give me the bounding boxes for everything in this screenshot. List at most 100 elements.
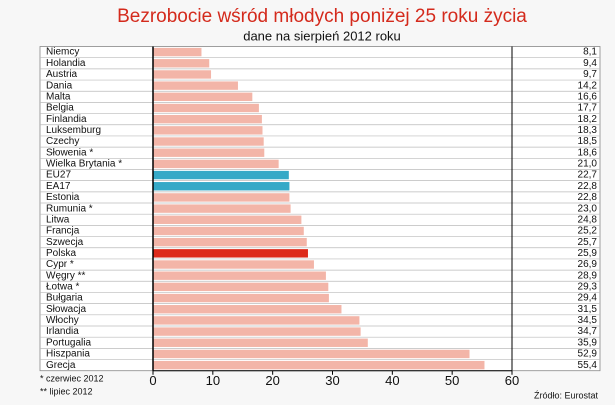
category-label: Słowenia *: [46, 147, 93, 158]
category-label: Dania: [46, 80, 73, 91]
value-label: 16,6: [578, 91, 598, 102]
bar: [153, 159, 279, 169]
value-label: 52,9: [578, 349, 598, 360]
category-label: Szwecja: [46, 237, 84, 248]
value-label: 26,9: [578, 259, 598, 270]
category-label: EA17: [46, 181, 71, 192]
bar: [153, 282, 329, 292]
value-label: 22,8: [578, 192, 598, 203]
value-label: 29,3: [578, 282, 598, 293]
category-label: Irlandia: [46, 326, 79, 337]
category-label: Łotwa *: [46, 282, 79, 293]
value-label: 18,6: [578, 147, 598, 158]
value-label: 31,5: [578, 304, 598, 315]
category-label: Cypr *: [46, 259, 74, 270]
value-label: 9,4: [583, 58, 597, 69]
x-tick-label: 20: [265, 373, 279, 388]
value-label: 35,9: [578, 337, 598, 348]
value-label: 18,2: [578, 114, 598, 125]
chart-subtitle: dane na sierpień 2012 roku: [243, 28, 401, 43]
category-label: Słowacja: [46, 304, 86, 315]
category-label: Malta: [46, 91, 71, 102]
bar: [153, 193, 290, 202]
bar: [153, 305, 342, 314]
x-tick-label: 10: [206, 373, 220, 388]
value-label: 18,5: [578, 136, 598, 147]
category-label: Finlandia: [46, 114, 87, 125]
category-label: Niemcy: [46, 47, 79, 58]
bar: [153, 103, 259, 113]
value-label: 18,3: [578, 125, 598, 136]
bar: [153, 47, 202, 57]
footnote: ** lipiec 2012: [40, 386, 93, 396]
x-tick-label: 60: [505, 373, 519, 388]
category-label: Włochy: [46, 315, 79, 326]
category-label: Litwa: [46, 214, 70, 225]
value-label: 22,8: [578, 181, 598, 192]
value-label: 29,4: [578, 293, 598, 304]
bar: [153, 170, 289, 180]
category-label: Luksemburg: [46, 125, 101, 136]
value-label: 8,1: [583, 47, 597, 58]
category-label: Polska: [46, 248, 76, 259]
category-label: Austria: [46, 69, 78, 80]
value-label: 17,7: [578, 103, 598, 114]
bar: [153, 137, 264, 146]
bar: [153, 70, 212, 79]
footnote: * czerwiec 2012: [40, 373, 104, 383]
category-label: EU27: [46, 170, 71, 181]
value-label: 25,2: [578, 226, 598, 237]
bar: [153, 148, 265, 157]
value-label: 28,9: [578, 270, 598, 281]
category-label: Holandia: [46, 58, 86, 69]
bar: [153, 226, 304, 236]
bar: [153, 316, 360, 325]
value-label: 23,0: [578, 203, 598, 214]
bar: [153, 271, 326, 280]
category-label: Wielka Brytania *: [46, 159, 122, 170]
category-label: Estonia: [46, 192, 80, 203]
category-label: Belgia: [46, 103, 74, 114]
bar: [153, 204, 291, 213]
x-tick-label: 0: [149, 373, 156, 388]
bar: [153, 215, 302, 224]
bar: [153, 182, 290, 191]
value-label: 21,0: [578, 159, 598, 170]
value-label: 34,5: [578, 315, 598, 326]
bar: [153, 237, 307, 247]
chart-title: Bezrobocie wśród młodych poniżej 25 roku…: [117, 6, 527, 27]
value-label: 34,7: [578, 326, 598, 337]
category-label: Portugalia: [46, 337, 91, 348]
bar: [153, 293, 329, 303]
bar: [153, 327, 361, 336]
value-label: 55,4: [578, 360, 598, 371]
bar: [153, 92, 253, 102]
value-label: 25,9: [578, 248, 598, 259]
bar: [153, 360, 485, 370]
bar: [153, 59, 210, 68]
category-label: Rumunia *: [46, 203, 93, 214]
value-label: 14,2: [578, 80, 598, 91]
category-label: Grecja: [46, 360, 76, 371]
bar: [153, 260, 314, 269]
x-tick-label: 30: [325, 373, 339, 388]
bar: [153, 126, 263, 135]
category-label: Bułgaria: [46, 293, 83, 304]
category-label: Węgry **: [46, 270, 86, 281]
bar: [153, 338, 368, 347]
bar: [153, 81, 238, 90]
value-label: 24,8: [578, 214, 598, 225]
source: Źródło: Eurostat: [534, 390, 599, 400]
x-tick-label: 40: [385, 373, 399, 388]
category-label: Hiszpania: [46, 349, 90, 360]
bar: [153, 249, 308, 258]
category-label: Francja: [46, 226, 80, 237]
bar: [153, 349, 470, 359]
x-tick-label: 50: [445, 373, 459, 388]
category-label: Czechy: [46, 136, 79, 147]
bar: [153, 114, 262, 124]
value-label: 9,7: [583, 69, 597, 80]
value-label: 25,7: [578, 237, 598, 248]
